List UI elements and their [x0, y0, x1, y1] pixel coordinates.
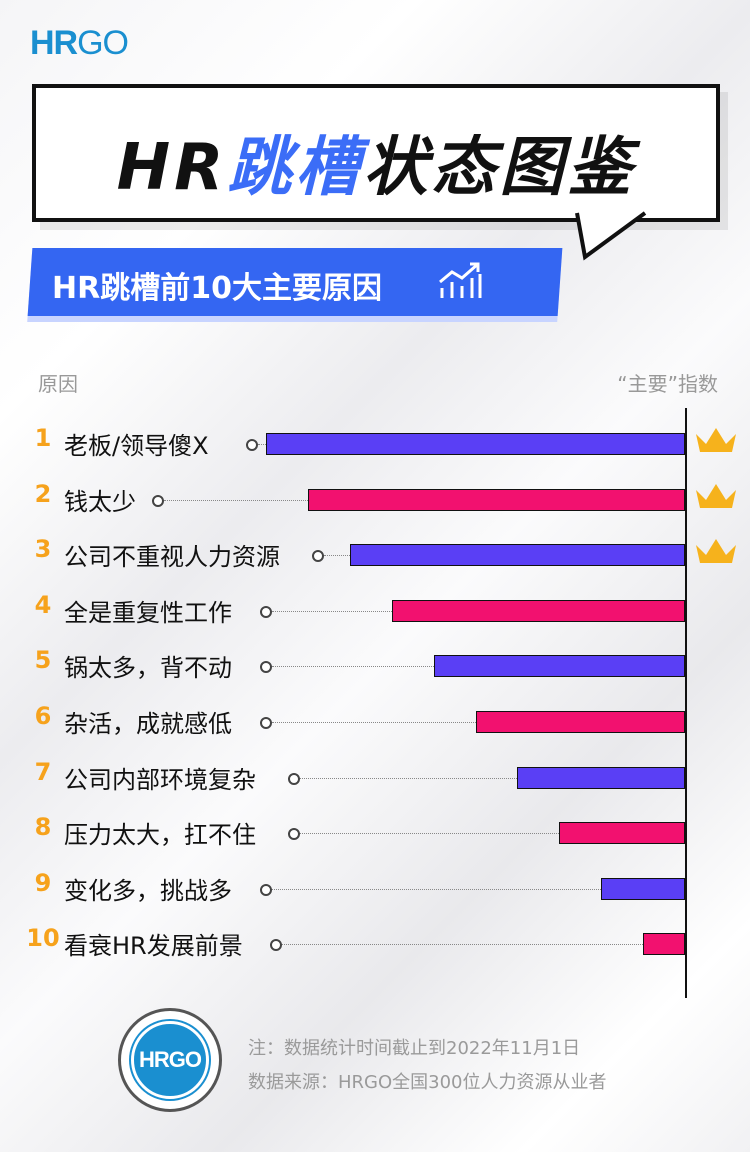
- chart-row: 8 压力太大，扛不住: [0, 803, 750, 859]
- bar: [643, 933, 685, 956]
- category-label: 压力太大，扛不住: [64, 821, 256, 850]
- leader-line: [300, 833, 560, 835]
- leader-dot: [260, 717, 272, 729]
- column-header-reason: 原因: [38, 372, 78, 396]
- category-label: 公司内部环境复杂: [64, 765, 256, 794]
- bar: [601, 877, 685, 900]
- category-label: 变化多，挑战多: [64, 876, 232, 905]
- leader-line: [300, 777, 518, 779]
- leader-dot: [246, 439, 258, 451]
- leader-dot: [270, 939, 282, 952]
- bar: [475, 711, 685, 733]
- hrgo-logo: HRGO: [30, 24, 129, 62]
- rank-number: 2: [34, 479, 52, 508]
- chart-row: 7 公司内部环境复杂: [0, 748, 750, 804]
- rank-number: 9: [34, 868, 52, 897]
- speech-bubble-tail-icon: [575, 211, 647, 261]
- rank-number: 7: [34, 757, 52, 786]
- bar: [391, 599, 685, 622]
- bar: [433, 655, 685, 678]
- bar: [559, 822, 685, 845]
- chart-row: 1 老板/领导傻X: [0, 414, 750, 470]
- leader-dot: [288, 772, 300, 785]
- column-header-index: “主要”指数: [617, 372, 718, 396]
- subtitle: HR跳槽前10大主要原因: [52, 271, 382, 306]
- rank-number: 6: [34, 702, 52, 730]
- crown-icon: [696, 539, 736, 564]
- chart-row: 4 全是重复性工作: [0, 581, 750, 637]
- hrgo-circle-logo: HRGO: [118, 1008, 222, 1112]
- leader-line: [282, 944, 644, 946]
- chart-row: 9 变化多，挑战多: [0, 859, 750, 915]
- bar: [307, 488, 685, 511]
- category-label: 锅太多，背不动: [64, 654, 232, 683]
- category-label: 公司不重视人力资源: [64, 543, 280, 572]
- chart-axis-line: [685, 408, 687, 998]
- bar: [266, 433, 685, 455]
- leader-line: [324, 555, 350, 557]
- chart-row: 2 钱太少: [0, 470, 750, 526]
- chart-row: 5 锅太多，背不动: [0, 636, 750, 692]
- category-label: 杂活，成就感低: [64, 710, 232, 738]
- leader-dot: [152, 494, 164, 507]
- bar: [517, 766, 685, 789]
- rank-number: 1: [34, 424, 52, 452]
- category-label: 看衰HR发展前景: [64, 932, 243, 961]
- chart-row: 6 杂活，成就感低: [0, 692, 750, 748]
- crown-icon: [696, 428, 736, 452]
- leader-dot: [260, 605, 272, 618]
- category-label: 老板/领导傻X: [64, 432, 209, 460]
- footnote-source: 数据来源：HRGO全国300位人力资源从业者: [248, 1072, 607, 1093]
- category-label: 钱太少: [64, 487, 136, 516]
- chart-row: 3 公司不重视人力资源: [0, 525, 750, 581]
- leader-line: [272, 888, 602, 890]
- category-label: 全是重复性工作: [64, 598, 232, 627]
- leader-dot: [288, 828, 300, 841]
- page-title: HR跳槽状态图鉴: [116, 131, 636, 205]
- leader-line: [272, 666, 434, 668]
- leader-line: [272, 722, 476, 723]
- leader-dot: [260, 883, 272, 896]
- footnote-date: 注：数据统计时间截止到2022年11月1日: [248, 1038, 581, 1059]
- bar: [349, 544, 685, 567]
- rank-number: 5: [34, 646, 52, 675]
- leader-line: [272, 610, 392, 612]
- rank-number: 8: [34, 813, 52, 842]
- crown-icon: [696, 483, 736, 508]
- chart-trend-icon: [439, 262, 482, 298]
- leader-line: [258, 444, 266, 445]
- leader-dot: [312, 550, 324, 563]
- rank-number: 4: [34, 590, 52, 619]
- rank-number: 10: [26, 924, 60, 953]
- title-box: HR跳槽状态图鉴: [32, 84, 720, 222]
- leader-dot: [260, 661, 272, 674]
- leader-line: [164, 499, 308, 501]
- rank-number: 3: [34, 535, 52, 564]
- chart-row: 10 看衰HR发展前景: [0, 914, 750, 970]
